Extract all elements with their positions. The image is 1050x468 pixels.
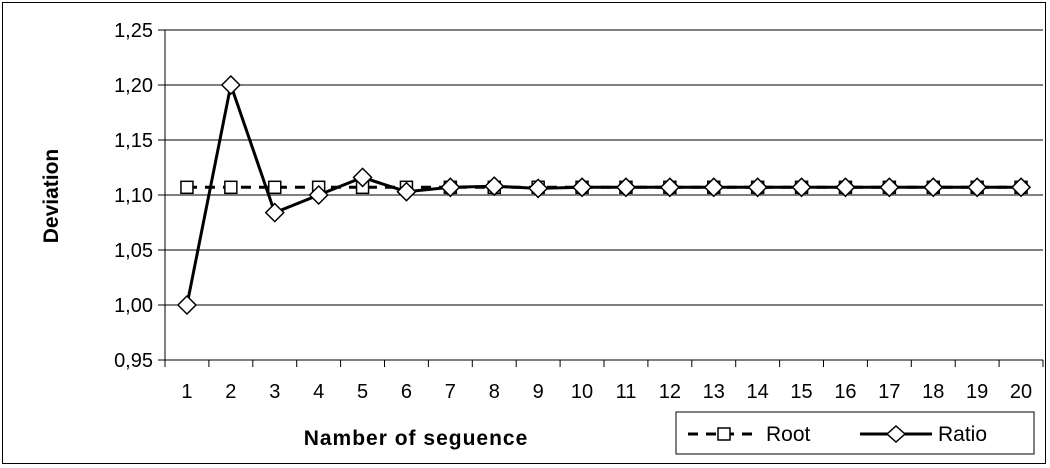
x-tick-label: 7 <box>445 381 456 403</box>
legend: Root Ratio <box>675 411 1035 455</box>
y-tick-label: 1,20 <box>114 75 153 97</box>
point-ratio <box>264 202 285 223</box>
series-lines <box>176 74 1032 316</box>
point-ratio <box>967 177 988 198</box>
point-root <box>268 180 282 195</box>
point-ratio <box>571 177 593 198</box>
x-tick-label: 16 <box>834 381 856 403</box>
x-tick-labels: 1 2 3 4 5 6 7 8 9 10 11 12 13 14 15 16 17 18 19 20 <box>181 381 1032 403</box>
point-ratio <box>176 294 198 316</box>
y-tick-label: 1,25 <box>114 20 153 42</box>
legend-ratio-marker <box>885 424 907 444</box>
point-ratio <box>747 177 768 198</box>
legend-ratio-label: Ratio <box>938 423 987 446</box>
point-ratio <box>308 184 329 206</box>
x-tick-label: 9 <box>533 381 544 403</box>
x-tick-label: 8 <box>489 381 500 403</box>
y-axis-title: Deviation <box>40 149 63 244</box>
y-tick-label: 1,15 <box>114 130 153 152</box>
x-tick-label: 11 <box>616 381 637 403</box>
point-ratio <box>1010 177 1032 198</box>
y-tick-labels: 0,95 1,00 1,05 1,10 1,15 1,20 1,25 <box>114 20 153 372</box>
y-tick-label: 1,10 <box>114 185 153 207</box>
x-axis-title: Namber of seguence <box>304 427 529 450</box>
point-ratio <box>791 177 812 198</box>
gridlines <box>165 29 1043 306</box>
x-tick-label: 15 <box>790 381 812 403</box>
point-ratio <box>835 177 856 198</box>
point-ratio <box>879 177 900 198</box>
x-tick-label: 3 <box>269 381 280 403</box>
x-tick-label: 13 <box>703 381 725 403</box>
x-tick-label: 17 <box>878 381 900 403</box>
point-ratio <box>923 177 944 198</box>
point-ratio <box>352 167 373 188</box>
point-ratio <box>703 177 724 198</box>
x-tick-label: 2 <box>225 381 236 403</box>
legend-box <box>675 411 1035 455</box>
legend-root-label: Root <box>766 423 811 446</box>
y-tick-label: 1,05 <box>114 240 153 262</box>
axes <box>158 29 1044 367</box>
point-ratio <box>484 176 505 197</box>
y-tick-label: 1,00 <box>114 295 153 317</box>
x-tick-label: 19 <box>966 381 988 403</box>
y-tick-label: 0,95 <box>114 350 153 372</box>
point-ratio <box>440 177 461 198</box>
x-tick-label: 5 <box>357 381 368 403</box>
legend-root-marker <box>717 427 731 441</box>
x-tick-label: 20 <box>1010 381 1032 403</box>
point-ratio <box>220 74 241 96</box>
x-tick-label: 12 <box>659 381 681 403</box>
x-tick-label: 6 <box>401 381 412 403</box>
x-tick-label: 18 <box>922 381 944 403</box>
point-ratio <box>396 181 417 202</box>
x-tick-label: 10 <box>571 381 593 403</box>
point-root <box>180 180 194 195</box>
point-root <box>224 180 238 195</box>
point-ratio <box>528 178 549 199</box>
x-tick-label: 1 <box>181 381 192 403</box>
x-tick-label: 4 <box>313 381 324 403</box>
x-tick-label: 14 <box>747 381 769 403</box>
point-ratio <box>615 177 637 198</box>
point-ratio <box>659 177 680 198</box>
